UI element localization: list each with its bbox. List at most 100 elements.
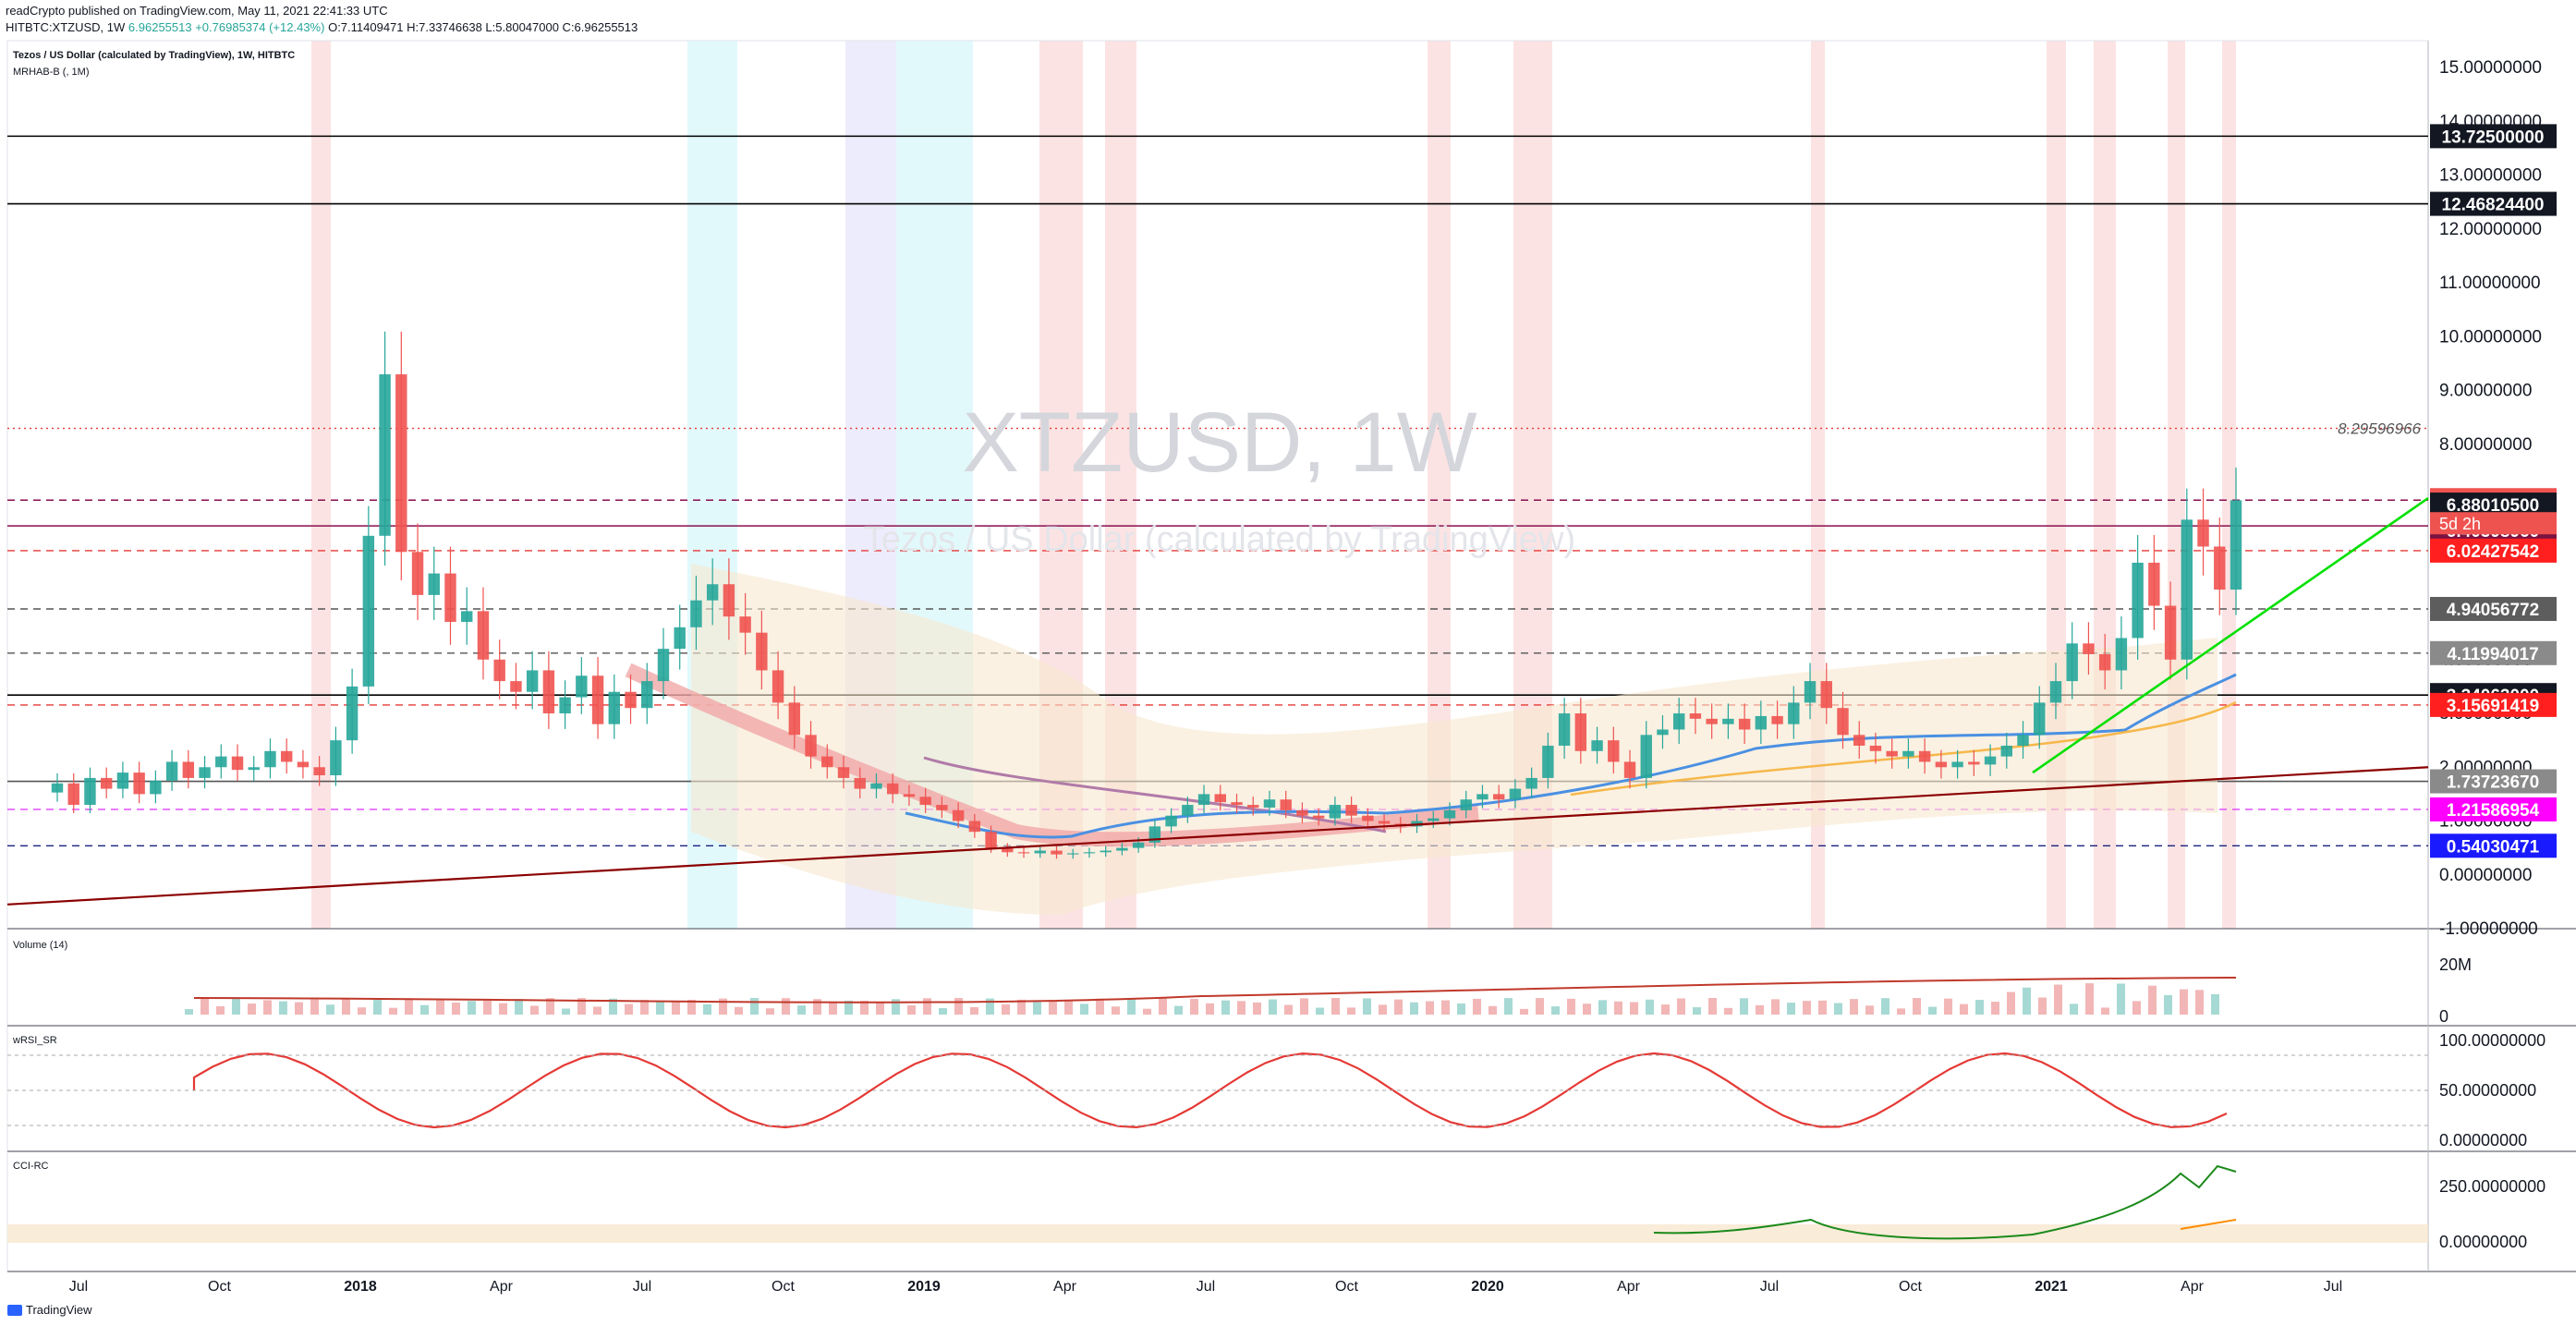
volume-bar	[1237, 1001, 1245, 1015]
volume-bar	[1017, 999, 1026, 1015]
volume-bar	[1504, 998, 1513, 1015]
watermark-symbol: XTZUSD, 1W	[962, 395, 1476, 490]
candle-body	[1558, 713, 1571, 746]
volume-bar	[923, 998, 931, 1015]
volume-bar	[577, 998, 586, 1015]
symbol[interactable]: HITBTC:XTZUSD, 1W	[6, 20, 126, 34]
candle-body	[2000, 745, 2012, 757]
candle-body	[1722, 718, 1734, 724]
candle-body	[2132, 562, 2144, 639]
candle-body	[1804, 681, 1817, 703]
volume-bar	[844, 1000, 853, 1015]
candle-body	[756, 632, 768, 671]
candle-body	[1886, 750, 1898, 757]
volume-bar	[2085, 983, 2094, 1015]
candle-body	[1623, 761, 1636, 778]
candle-body	[1672, 713, 1685, 730]
y-tick-label: 8.00000000	[2439, 435, 2532, 455]
x-tick-label: Jul	[69, 1279, 88, 1295]
x-tick-label: Apr	[2181, 1279, 2205, 1295]
candle-body	[248, 767, 260, 771]
sub-pane-tick: 100.00000000	[2439, 1031, 2546, 1050]
volume-bar	[1426, 1001, 1434, 1015]
price-badge-label: 3.15691419	[2447, 697, 2539, 716]
cloud-band	[691, 564, 2218, 915]
volume-bar	[389, 1007, 397, 1015]
candle-body	[1657, 729, 1669, 736]
highlight-zone	[311, 41, 331, 929]
candle-body	[1574, 713, 1587, 751]
candle-body	[886, 783, 899, 795]
volume-bar	[1096, 998, 1104, 1015]
volume-bar	[1002, 1004, 1010, 1015]
trendlines	[6, 496, 2429, 906]
volume-ma	[193, 977, 2237, 1004]
candle-body	[84, 777, 96, 806]
candle-body	[510, 681, 522, 692]
candle-body	[1968, 761, 1980, 765]
volume-bar	[263, 1000, 272, 1015]
candle-body	[2115, 638, 2128, 671]
volume-bar	[1850, 999, 1858, 1015]
countdown-badge	[2430, 512, 2557, 535]
candle-body	[1837, 708, 1849, 736]
volume-bar	[797, 1005, 806, 1015]
x-tick-label: Oct	[772, 1279, 795, 1295]
volume-bar	[2070, 1004, 2078, 1015]
candle-body	[1640, 735, 1652, 778]
x-tick-label: Apr	[1617, 1279, 1641, 1295]
volume-bar	[420, 1004, 429, 1015]
volume-bar	[766, 1008, 774, 1015]
volume-bar	[1960, 1004, 1968, 1015]
volume-bar	[2117, 983, 2125, 1015]
volume-bar	[405, 998, 413, 1015]
candle-body	[772, 670, 784, 703]
candle-body	[2214, 546, 2226, 590]
candle-body	[1214, 794, 1226, 803]
candle-body	[2049, 681, 2062, 703]
publish-info: readCrypto published on TradingView.com,…	[6, 4, 388, 18]
candle-body	[1083, 852, 1096, 854]
candle-body	[674, 627, 686, 650]
volume-bar	[1284, 1004, 1293, 1015]
candle-body	[1116, 847, 1128, 851]
cci-signal	[2180, 1219, 2237, 1230]
candle-body	[690, 600, 702, 627]
candle-body	[1492, 794, 1505, 800]
candle-body	[362, 535, 375, 687]
candle-body	[903, 794, 916, 797]
volume-bar	[1724, 1007, 1732, 1015]
volume-bar	[1441, 1000, 1450, 1015]
candle-body	[1853, 735, 1865, 746]
volume-bar	[2054, 984, 2062, 1015]
volume-bar	[1221, 1000, 1230, 1015]
volume-bar	[1551, 1006, 1560, 1015]
trendline-long-term	[6, 766, 2429, 906]
volume-bar	[1928, 1006, 1937, 1015]
highlight-zone	[2222, 41, 2236, 929]
level-label: 8.29596966	[2338, 420, 2421, 438]
price-badge-label: 1.73723670	[2447, 773, 2539, 793]
volume-bar	[970, 1006, 978, 1015]
candle-body	[1443, 809, 1456, 819]
volume-bar	[1080, 1004, 1088, 1015]
candle-body	[1312, 815, 1325, 819]
volume-bar	[1661, 1004, 1670, 1015]
cci-pane-label: CCI-RC	[13, 1161, 49, 1172]
volume-bar	[1159, 998, 1167, 1015]
volume-bar	[829, 1003, 837, 1015]
candle-body	[1755, 715, 1768, 730]
candle-body	[2164, 605, 2177, 660]
candle-body	[739, 616, 751, 633]
volume-bar	[1127, 998, 1136, 1015]
volume-bar	[687, 999, 696, 1015]
candle-body	[985, 832, 997, 848]
tradingview-logo[interactable]: TradingView	[7, 1303, 92, 1317]
candle-body	[1051, 850, 1063, 855]
x-tick-label: Jul	[1760, 1279, 1779, 1295]
volume-bar	[1944, 998, 1952, 1015]
candle-body	[461, 611, 473, 623]
candle-body	[591, 675, 604, 724]
candle-body	[1902, 750, 1914, 757]
